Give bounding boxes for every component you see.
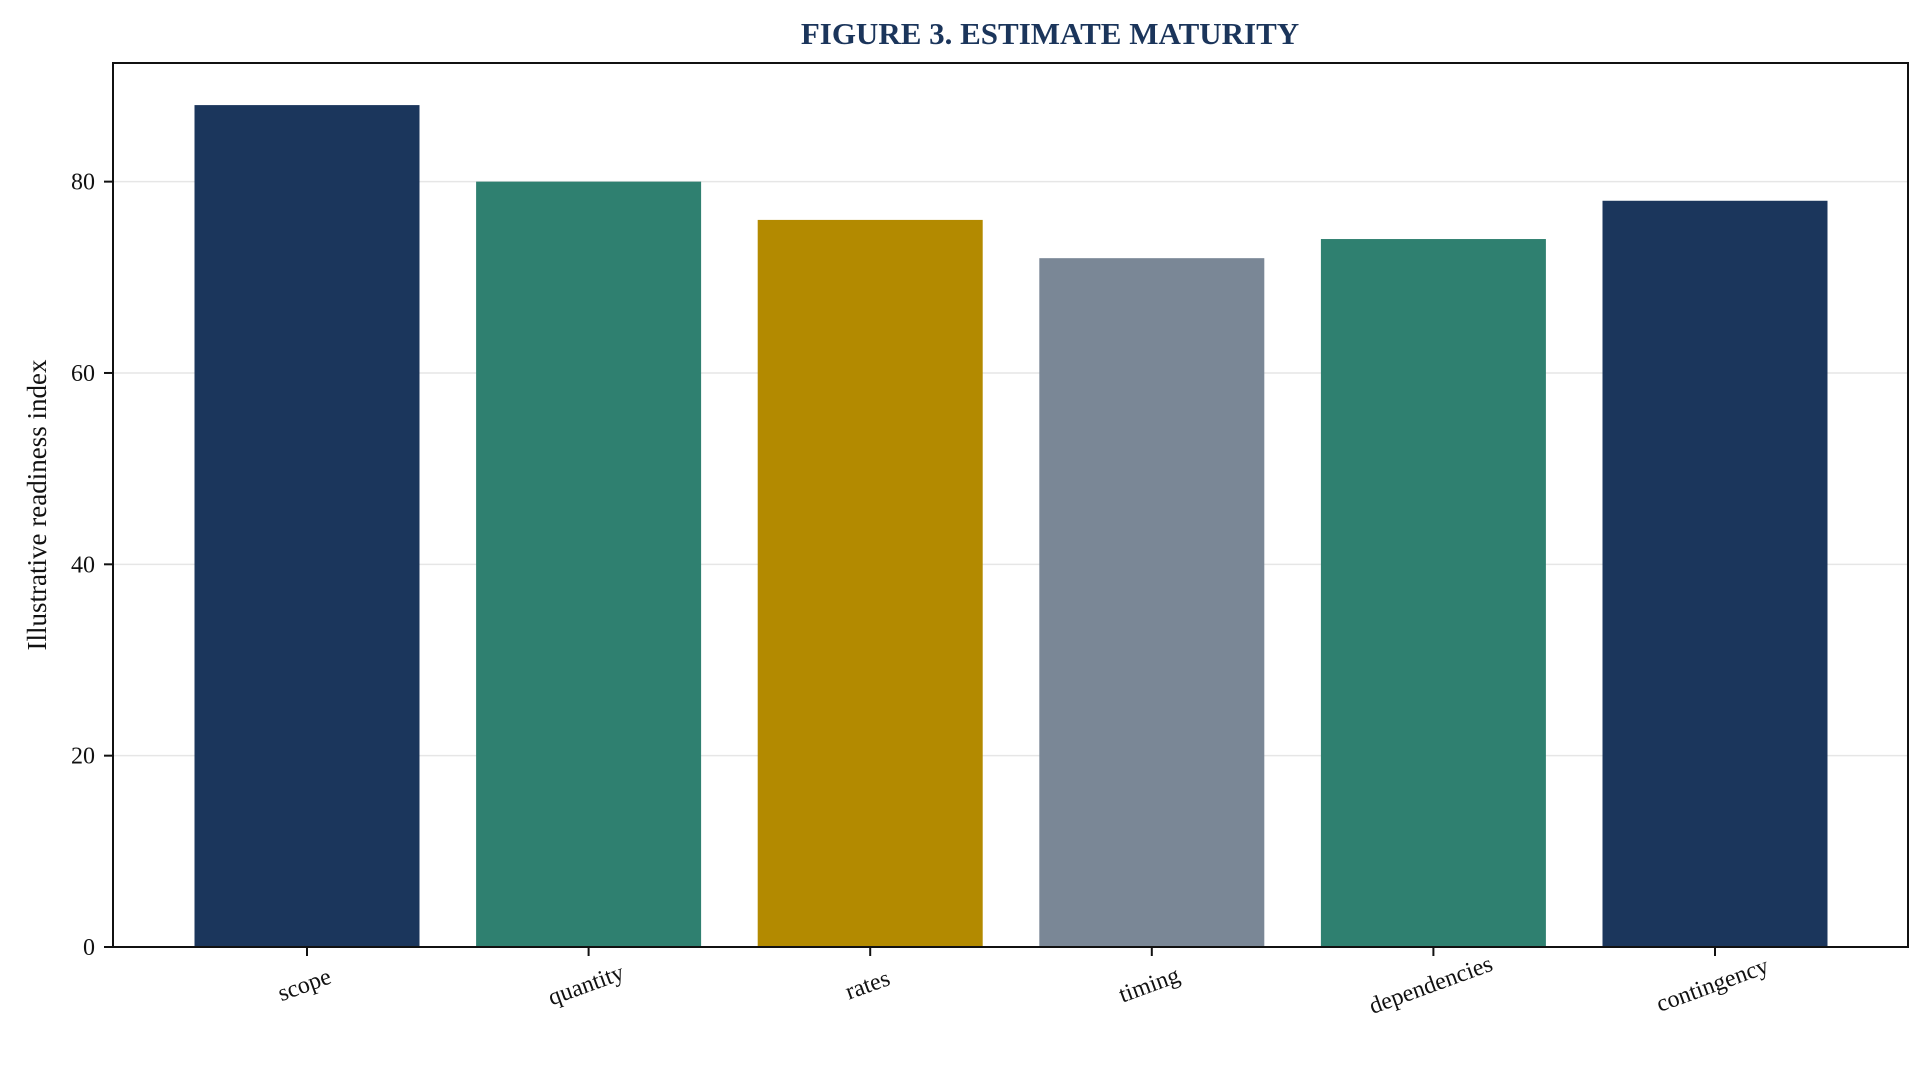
x-tick-label-scope: scope <box>274 964 334 1007</box>
x-tick-label-dependencies: dependencies <box>1366 951 1496 1020</box>
plot-frame <box>112 62 1909 948</box>
y-axis-label: Illustrative readiness index <box>22 359 52 650</box>
bar-quantity <box>476 181 702 948</box>
y-axis-ticks: 0 20 40 60 80 <box>71 170 113 961</box>
bar-rates <box>757 219 983 947</box>
bar-timing <box>1039 258 1265 947</box>
bar-dependencies <box>1320 239 1546 947</box>
x-tick-label-contingency: contingency <box>1653 953 1772 1018</box>
y-tick-label-80: 80 <box>71 170 95 196</box>
x-tick-label-timing: timing <box>1116 962 1184 1008</box>
bar-contingency <box>1602 200 1828 947</box>
x-tick-label-rates: rates <box>842 965 893 1005</box>
y-tick-label-40: 40 <box>71 552 95 578</box>
y-tick-label-0: 0 <box>83 935 95 961</box>
y-tick-label-60: 60 <box>71 361 95 387</box>
chart-title: FIGURE 3. ESTIMATE MATURITY <box>801 16 1299 51</box>
x-axis-ticks: scope quantity rates timing dependencies cont… <box>274 947 1772 1020</box>
y-tick-label-20: 20 <box>71 744 95 770</box>
bar-scope <box>194 105 420 948</box>
bars <box>194 105 1828 948</box>
x-tick-label-quantity: quantity <box>545 960 628 1011</box>
